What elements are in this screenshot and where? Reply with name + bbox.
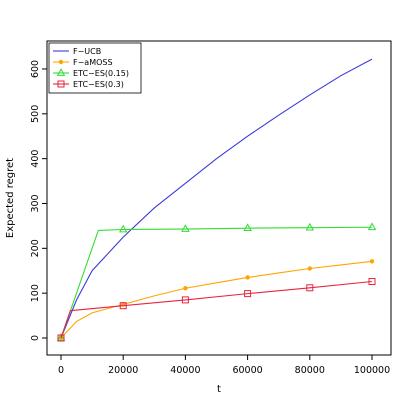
data-point bbox=[369, 259, 375, 264]
legend-item: F−UCB bbox=[53, 47, 101, 56]
legend: F−UCB F−aMOSS ETC−ES(0.15) ETC−ES(0.3) bbox=[48, 42, 142, 94]
data-point bbox=[57, 334, 65, 342]
series-line bbox=[60, 280, 373, 339]
x-tick-label: 0 bbox=[58, 365, 64, 376]
y-tick-label: 0 bbox=[30, 335, 41, 341]
data-point bbox=[56, 333, 66, 341]
legend-marker bbox=[56, 68, 66, 76]
legend-marker bbox=[57, 80, 65, 88]
series-line bbox=[60, 260, 373, 339]
series-0 bbox=[60, 58, 373, 339]
y-axis: 0 100 200 300 400 500 600 bbox=[30, 60, 48, 341]
data-point bbox=[119, 302, 127, 310]
series-2 bbox=[56, 222, 377, 341]
x-axis: 0 20000 40000 60000 80000 100000 bbox=[58, 354, 390, 376]
data-point bbox=[183, 286, 188, 291]
data-point bbox=[118, 224, 128, 233]
y-tick-label: 600 bbox=[30, 60, 41, 78]
legend-item: ETC−ES(0.15) bbox=[53, 68, 129, 78]
legend-label: ETC−ES(0.3) bbox=[73, 80, 124, 89]
series-3 bbox=[57, 278, 376, 342]
data-point bbox=[243, 223, 252, 232]
data-point bbox=[367, 222, 377, 231]
x-axis-title: t bbox=[217, 384, 221, 395]
series-line bbox=[60, 58, 373, 339]
legend-marker bbox=[58, 59, 64, 65]
data-point bbox=[368, 278, 376, 286]
x-tick-label: 40000 bbox=[170, 365, 200, 376]
x-tick-label: 60000 bbox=[232, 365, 262, 376]
y-tick-label: 100 bbox=[30, 284, 41, 302]
legend-item: F−aMOSS bbox=[53, 58, 113, 67]
x-tick-label: 80000 bbox=[295, 365, 325, 376]
data-point bbox=[181, 224, 190, 232]
series-1 bbox=[58, 259, 375, 341]
data-point bbox=[306, 284, 314, 292]
data-point bbox=[305, 222, 315, 231]
legend-label: ETC−ES(0.15) bbox=[73, 69, 129, 78]
data-point bbox=[307, 266, 312, 271]
x-tick-label: 20000 bbox=[108, 365, 138, 376]
y-tick-label: 500 bbox=[30, 105, 41, 123]
y-axis-title: Expected regret bbox=[5, 158, 16, 238]
data-point bbox=[245, 275, 250, 280]
y-tick-label: 200 bbox=[30, 239, 41, 257]
legend-label: F−UCB bbox=[73, 47, 101, 56]
series-line bbox=[60, 226, 373, 339]
data-point bbox=[244, 290, 252, 298]
series-layer bbox=[56, 58, 377, 342]
legend-item: ETC−ES(0.3) bbox=[53, 80, 124, 89]
x-tick-label: 100000 bbox=[354, 365, 390, 376]
y-tick-label: 300 bbox=[30, 194, 41, 212]
y-tick-label: 400 bbox=[30, 150, 41, 168]
data-point bbox=[181, 296, 189, 304]
legend-label: F−aMOSS bbox=[73, 58, 113, 67]
